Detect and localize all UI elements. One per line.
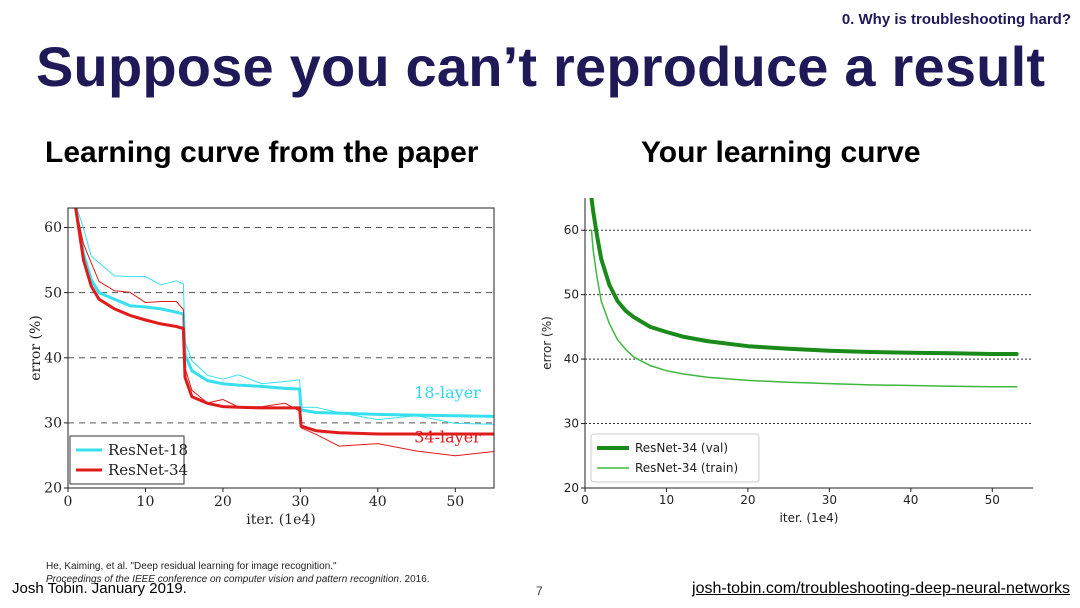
series-line-resnet-18-train [76,208,494,425]
legend-label: ResNet-34 (val) [635,441,728,455]
y-tick-label: 40 [564,352,579,366]
y-tick-label: 60 [44,220,62,236]
plot-frame [67,207,495,489]
x-tick-label: 0 [581,493,589,507]
y-tick-label: 50 [44,285,62,301]
annotation-34-layer: 34-layer [414,427,481,446]
legend-box [590,433,760,483]
y-tick-label: 30 [44,416,62,432]
paper-learning-curve-chart: 0 10 20 30 40 50 20 30 40 50 60 iter. (1e4) error (%… [28,207,495,528]
footer-author: Josh Tobin. January 2019. [12,580,187,597]
y-axis-label: error (%) [540,316,554,370]
x-tick-label: 40 [369,494,387,510]
series-line-resnet-34-train [590,229,1018,388]
x-tick-label: 50 [446,494,464,510]
citation: He, Kaiming, et al. "Deep residual learn… [46,560,430,586]
x-tick-label: 30 [291,494,309,510]
y-axis-label: error (%) [28,315,44,380]
paper-curve-heading: Learning curve from the paper [45,136,479,169]
x-tick-label: 50 [985,493,1000,507]
your-curve-heading: Your learning curve [641,136,921,169]
series-line-resnet-34-train [75,208,494,457]
legend-box [69,435,185,485]
x-axis-label: iter. (1e4) [246,512,315,528]
x-tick-label: 20 [740,493,755,507]
legend-label: ResNet-34 (train) [635,461,738,475]
y-tick-label: 20 [44,481,62,497]
x-tick-label: 10 [659,493,674,507]
series-line-resnet-34-val [589,198,1019,356]
citation-line-2-suffix: . 2016. [399,574,430,585]
section-label: 0. Why is troubleshooting hard? [841,11,1071,28]
page-number: 7 [536,584,543,598]
x-tick-label: 20 [214,494,232,510]
legend-label: ResNet-34 [108,461,188,479]
your-learning-curve-chart: 0 10 20 30 40 50 20 30 40 50 60 iter. (1e4) error (%… [540,198,1033,525]
y-tick-label: 50 [564,288,579,302]
x-tick-label: 0 [64,494,73,510]
y-tick-label: 40 [44,350,62,366]
x-axis-label: iter. (1e4) [780,511,839,525]
x-tick-label: 10 [137,494,155,510]
y-tick-label: 20 [564,481,579,495]
x-tick-label: 40 [903,493,918,507]
citation-line-1: He, Kaiming, et al. "Deep residual learn… [46,561,337,572]
y-tick-label: 30 [564,417,579,431]
y-tick-label: 60 [564,223,579,237]
x-tick-label: 30 [822,493,837,507]
legend-label: ResNet-18 [108,441,188,459]
citation-line-2: Proceedings of the IEEE conference on co… [46,574,399,585]
annotation-18-layer: 18-layer [414,383,481,402]
slide-title: Suppose you can’t reproduce a result [36,35,1046,98]
footer-link[interactable]: josh-tobin.com/troubleshooting-deep-neur… [692,580,1070,597]
